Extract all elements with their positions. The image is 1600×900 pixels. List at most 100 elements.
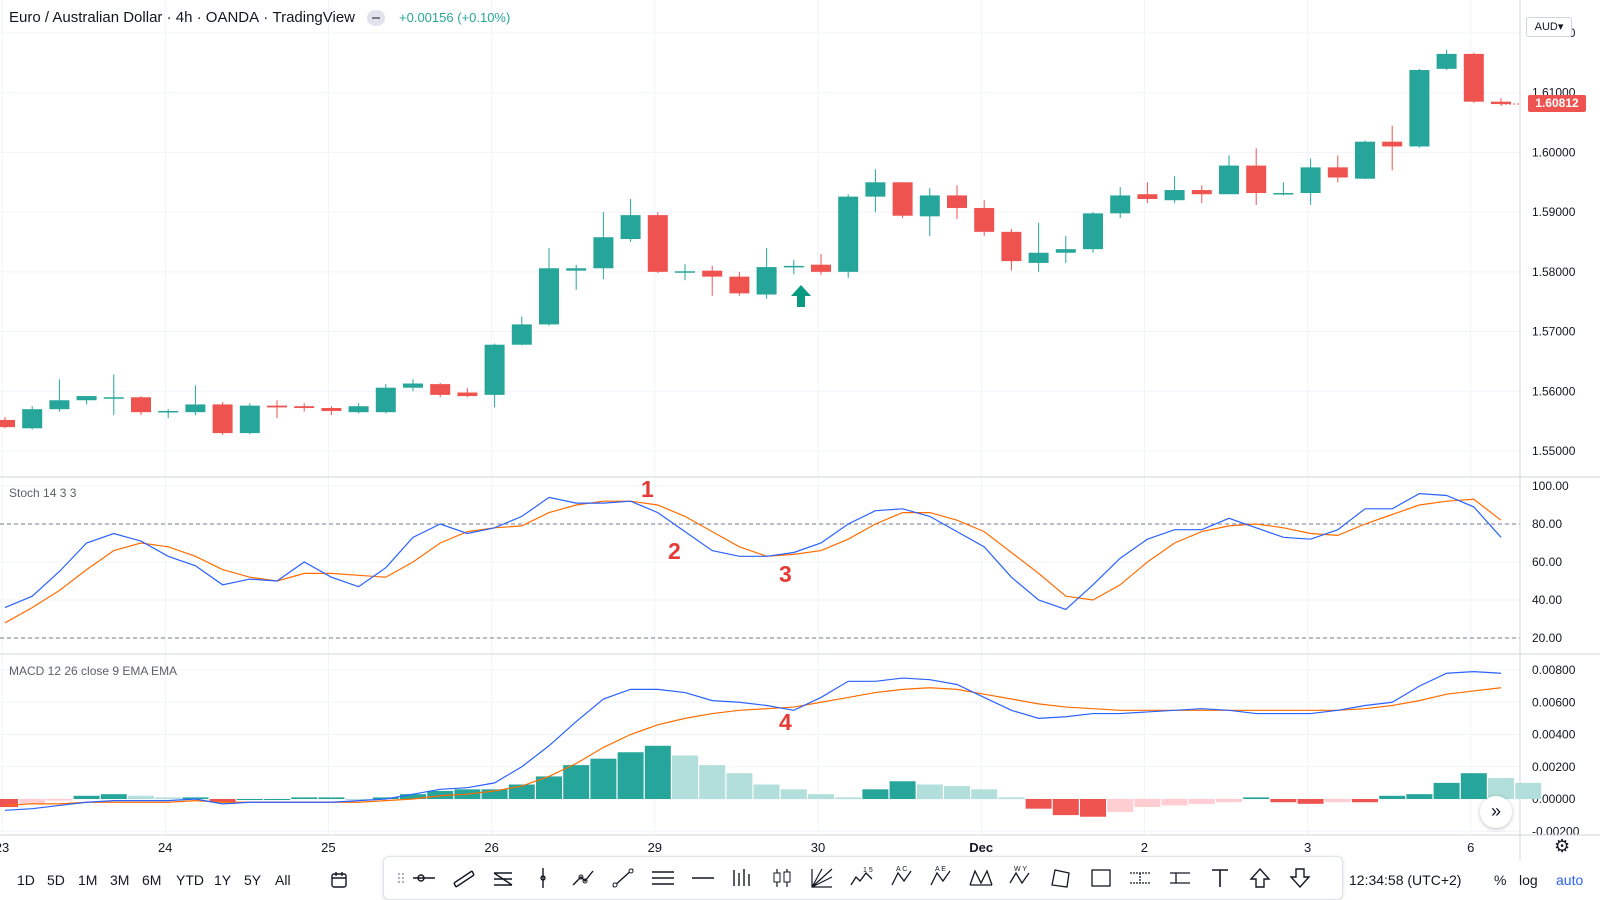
- macd-hist-bar: [1025, 799, 1052, 809]
- symbol-name[interactable]: Euro / Australian Dollar: [9, 9, 163, 26]
- macd-hist-bar: [1134, 799, 1161, 808]
- scroll-to-realtime-button[interactable]: »: [1480, 796, 1512, 828]
- trend-line-tool-icon[interactable]: [609, 865, 637, 891]
- macd-hist-bar: [862, 789, 889, 799]
- macd-hist-bar: [73, 795, 100, 799]
- macd-tick-label: 0.00200: [1532, 760, 1576, 774]
- macd-hist-bar: [835, 797, 862, 799]
- candle-body: [620, 215, 641, 240]
- currency-selector[interactable]: AUD▾: [1526, 17, 1572, 37]
- timeframe-1m[interactable]: 1M: [78, 872, 98, 888]
- timeframe-6m[interactable]: 6M: [142, 872, 162, 888]
- timeframe-5y[interactable]: 5Y: [244, 872, 262, 888]
- arrow-up-marker[interactable]: [790, 284, 812, 308]
- path-tool-icon[interactable]: [569, 865, 597, 891]
- candle-body: [267, 405, 287, 408]
- timeframe-1d[interactable]: 1D: [17, 872, 35, 888]
- chart-canvas[interactable]: 232425262930Dec2361.620001.610001.600001…: [0, 0, 1600, 860]
- date-range-tool-icon[interactable]: [1126, 865, 1154, 891]
- macd-tick-label: 0.00000: [1532, 792, 1576, 806]
- macd-hist-bar: [182, 797, 209, 799]
- abcd-pattern-tool-icon[interactable]: A C: [888, 865, 916, 891]
- macd-tick-label: 0.00800: [1532, 663, 1576, 677]
- parallel-channel-tool-icon[interactable]: [450, 865, 478, 891]
- log-toggle[interactable]: log: [1519, 872, 1538, 888]
- date-range-icon[interactable]: [330, 870, 350, 890]
- candle-body: [1001, 231, 1022, 262]
- xabcd-pattern-tool-icon[interactable]: A E: [927, 865, 955, 891]
- candle-body: [1164, 190, 1185, 201]
- candle-body: [919, 195, 940, 217]
- macd-hist-bar: [998, 797, 1025, 799]
- stoch-tick-label: 20.00: [1532, 631, 1562, 645]
- macd-hist-bar: [1243, 797, 1270, 799]
- macd-hist-bar: [1406, 794, 1433, 799]
- elliott-impulse-tool-icon[interactable]: 1 5: [848, 865, 876, 891]
- arrow-up-tool-icon[interactable]: [1246, 865, 1274, 891]
- candle-body: [1436, 53, 1457, 69]
- candle-body: [1191, 190, 1212, 195]
- stoch-label[interactable]: Stoch 14 3 3: [9, 486, 77, 500]
- macd-hist-bar: [1433, 782, 1460, 799]
- auto-toggle[interactable]: auto: [1556, 872, 1584, 888]
- bars-pattern-tool-icon[interactable]: [728, 865, 756, 891]
- svg-text:A C: A C: [896, 866, 907, 873]
- timeframe-1y[interactable]: 1Y: [214, 872, 232, 888]
- timeframe-5d[interactable]: 5D: [47, 872, 65, 888]
- candle-body: [185, 404, 206, 413]
- horizontal-line-tool-icon[interactable]: [689, 865, 717, 891]
- candle-body: [593, 237, 614, 269]
- macd-hist-bar: [1460, 773, 1487, 799]
- text-tool-icon[interactable]: [1206, 865, 1234, 891]
- trend-angle-tool-icon[interactable]: [490, 865, 518, 891]
- macd-hist-bar: [209, 799, 236, 803]
- polygon-tool-icon[interactable]: [1047, 865, 1075, 891]
- x-tick-label: 25: [321, 840, 335, 855]
- vertical-line-tool-icon[interactable]: [529, 865, 557, 891]
- candle-body: [1409, 70, 1430, 147]
- elliott-wxy-tool-icon[interactable]: W Y: [1007, 865, 1035, 891]
- percent-toggle[interactable]: %: [1494, 872, 1507, 888]
- timeframe-3m[interactable]: 3M: [110, 872, 130, 888]
- candle-body: [1491, 101, 1511, 105]
- annotation-1: 1: [641, 476, 654, 502]
- toolbar-grip-icon[interactable]: [388, 865, 416, 891]
- candle-body: [375, 387, 396, 413]
- macd-hist-bar: [808, 794, 834, 799]
- interval[interactable]: 4h: [175, 9, 193, 26]
- candle-body: [212, 404, 233, 434]
- candle-body: [838, 196, 859, 272]
- candle-body: [947, 195, 967, 208]
- collapse-icon[interactable]: [367, 9, 386, 26]
- clock[interactable]: 12:34:58 (UTC+2): [1349, 872, 1462, 888]
- x-tick-label: Dec: [969, 840, 993, 855]
- price-range-tool-icon[interactable]: [1166, 865, 1194, 891]
- x-tick-label: 2: [1141, 840, 1148, 855]
- candle-body: [539, 268, 559, 325]
- horizontal-ray-tool-icon[interactable]: [410, 865, 438, 891]
- macd-hist-bar: [1379, 795, 1406, 799]
- fib-fan-tool-icon[interactable]: [808, 865, 836, 891]
- timeframe-all[interactable]: All: [275, 872, 291, 888]
- head-shoulders-tool-icon[interactable]: [967, 865, 995, 891]
- x-tick-label: 6: [1467, 840, 1474, 855]
- candle-body: [1273, 193, 1294, 195]
- arrow-down-tool-icon[interactable]: [1286, 865, 1314, 891]
- horizontal-lines-tool-icon[interactable]: [649, 865, 677, 891]
- candle-body: [1028, 252, 1049, 263]
- candle-body: [892, 182, 913, 216]
- candle-body: [403, 383, 423, 388]
- x-tick-label: 23: [0, 840, 9, 855]
- gear-icon[interactable]: ⚙: [1554, 836, 1571, 856]
- macd-label[interactable]: MACD 12 26 close 9 EMA EMA: [9, 664, 178, 678]
- macd-hist-bar: [508, 784, 535, 799]
- candle-body: [131, 397, 151, 413]
- candle-body: [1219, 165, 1239, 195]
- drawing-toolbar: 1 5 A C A E W Y: [383, 856, 1343, 900]
- y-tick-label: 1.60000: [1532, 145, 1576, 159]
- macd-hist-bar: [563, 765, 590, 799]
- candle-tool-icon[interactable]: [768, 865, 796, 891]
- timeframe-ytd[interactable]: YTD: [176, 872, 204, 888]
- macd-hist-bar: [644, 745, 671, 799]
- rectangle-tool-icon[interactable]: [1087, 865, 1115, 891]
